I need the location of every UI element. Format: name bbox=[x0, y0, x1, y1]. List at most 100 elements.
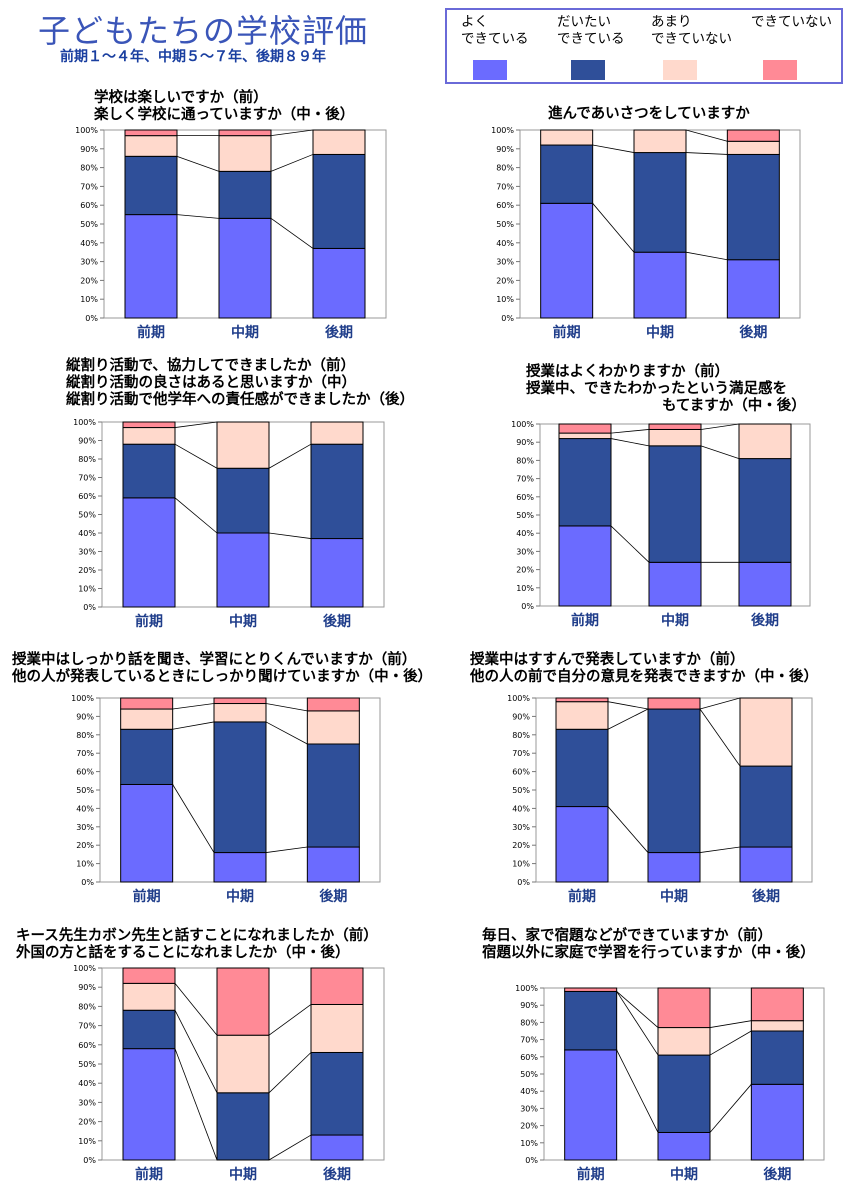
bar-segment bbox=[633, 152, 687, 253]
chart-title-line: 宿題以外に家庭で学習を行っていますか（中・後） bbox=[482, 945, 815, 961]
y-tick-label: 100% bbox=[73, 964, 96, 973]
bar-segment bbox=[564, 1049, 618, 1161]
y-tick-label: 100% bbox=[515, 984, 538, 993]
series-connector-line bbox=[607, 708, 649, 730]
y-tick-label: 90% bbox=[496, 145, 514, 154]
legend-swatch bbox=[663, 60, 697, 80]
bar-segment bbox=[726, 140, 780, 155]
legend-swatch bbox=[473, 60, 507, 80]
series-connector-line bbox=[174, 421, 218, 428]
bar-segment bbox=[213, 852, 267, 883]
x-category-label: 後期 bbox=[752, 888, 780, 905]
series-connector-line bbox=[268, 532, 312, 539]
series-connector-line bbox=[607, 701, 649, 710]
y-tick-label: 90% bbox=[512, 712, 530, 721]
chart-panel: 授業中はすすんで発表していますか（前） 他の人の前で自分の意見を発表できますか（中… bbox=[468, 652, 858, 910]
series-connector-line bbox=[616, 1049, 659, 1133]
bar-segment bbox=[120, 783, 174, 883]
series-connector-line bbox=[265, 846, 308, 853]
bar-segment bbox=[213, 703, 267, 723]
y-tick-label: 20% bbox=[78, 566, 96, 575]
series-connector-line bbox=[709, 1084, 752, 1133]
x-category-label: 後期 bbox=[325, 324, 353, 341]
bar-segment bbox=[657, 987, 711, 1029]
page-title: 子どもたちの学校評価 bbox=[38, 12, 369, 50]
chart-title-line: もてますか（中・後） bbox=[662, 398, 806, 414]
legend-label: あまり できていない bbox=[651, 14, 732, 47]
chart-title-line: 授業中はしっかり話を聞き、学習にとりくんでいますか（前） bbox=[12, 652, 417, 668]
bar-segment bbox=[120, 708, 174, 730]
y-tick-label: 10% bbox=[76, 860, 94, 869]
x-category-label: 中期 bbox=[660, 888, 688, 905]
x-category-label: 中期 bbox=[646, 324, 674, 341]
bar-segment bbox=[122, 982, 176, 1011]
y-tick-label: 10% bbox=[516, 584, 534, 593]
bar-segment bbox=[218, 217, 272, 319]
y-tick-label: 90% bbox=[520, 1001, 538, 1010]
series-connector-line bbox=[709, 1030, 752, 1056]
bar-segment bbox=[124, 135, 178, 157]
chart-title-line: 他の人の前で自分の意見を発表できますか（中・後） bbox=[470, 669, 818, 685]
y-tick-label: 70% bbox=[80, 182, 98, 191]
legend-swatch bbox=[763, 60, 797, 80]
bar-segment bbox=[216, 1092, 270, 1161]
stacked-bar-chart: 0% 10% 20% 30% 40% 50% 60% 70% 80% 90% 100% 前期 中期 後期 bbox=[73, 964, 385, 1183]
chart-panel: 学校は楽しいですか（前） 楽しく学校に通っていますか（中・後） 0% 10% 20% 30… bbox=[48, 90, 438, 350]
y-tick-label: 10% bbox=[78, 585, 96, 594]
series-connector-line bbox=[172, 784, 215, 853]
bar-segment bbox=[633, 129, 687, 154]
x-category-label: 前期 bbox=[568, 888, 596, 905]
bar-segment bbox=[647, 852, 701, 883]
y-tick-label: 60% bbox=[516, 493, 534, 502]
bar-segment bbox=[555, 806, 609, 883]
bar-segment bbox=[120, 697, 174, 710]
bar-segment bbox=[738, 561, 792, 607]
bar-segment bbox=[558, 423, 612, 434]
chart-title-line: 縦割り活動で、協力してできましたか（前） bbox=[66, 358, 355, 374]
y-tick-label: 100% bbox=[507, 694, 530, 703]
series-connector-line bbox=[174, 497, 218, 534]
bar-segment bbox=[216, 1034, 270, 1094]
y-tick-label: 60% bbox=[78, 492, 96, 501]
bar-segment bbox=[312, 153, 366, 249]
y-tick-label: 60% bbox=[520, 1053, 538, 1062]
bar-segment bbox=[310, 1134, 364, 1161]
bar-segment bbox=[726, 153, 780, 261]
y-tick-label: 100% bbox=[75, 126, 98, 135]
x-category-label: 前期 bbox=[135, 1166, 163, 1183]
y-tick-label: 70% bbox=[76, 749, 94, 758]
y-tick-label: 20% bbox=[520, 1122, 538, 1131]
bar-segment bbox=[310, 421, 364, 445]
bar-segment bbox=[555, 697, 609, 703]
bar-segment bbox=[122, 967, 176, 984]
series-connector-line bbox=[172, 721, 215, 730]
chart-panel: キース先生カボン先生と話すことになれましたか（前） 外国の方と話をすることになれま… bbox=[14, 928, 454, 1184]
legend-item: あまり できていない bbox=[651, 14, 732, 80]
x-category-label: 後期 bbox=[323, 613, 351, 630]
bar-segment bbox=[750, 987, 804, 1022]
y-tick-label: 70% bbox=[516, 475, 534, 484]
bar-segment bbox=[726, 259, 780, 319]
chart-title-line: 縦割り活動で他学年への責任感ができましたか（後） bbox=[66, 392, 414, 408]
x-category-label: 後期 bbox=[323, 1166, 351, 1183]
series-connector-line bbox=[699, 708, 741, 767]
series-connector-line bbox=[685, 251, 728, 261]
y-tick-label: 10% bbox=[78, 1137, 96, 1146]
bar-segment bbox=[216, 421, 270, 469]
series-connector-line bbox=[268, 1052, 312, 1094]
bar-segment bbox=[213, 721, 267, 854]
series-connector-line bbox=[607, 806, 649, 853]
y-tick-label: 30% bbox=[76, 823, 94, 832]
stacked-bar-chart: 0% 10% 20% 30% 40% 50% 60% 70% 80% 90% 100% 前期 中期 後期 bbox=[515, 984, 825, 1183]
series-connector-line bbox=[176, 155, 220, 172]
y-tick-label: 80% bbox=[516, 456, 534, 465]
bar-segment bbox=[306, 743, 360, 848]
bar-segment bbox=[213, 697, 267, 705]
bar-segment bbox=[120, 728, 174, 785]
y-tick-label: 0% bbox=[517, 878, 530, 887]
y-tick-label: 10% bbox=[496, 295, 514, 304]
y-tick-label: 60% bbox=[512, 768, 530, 777]
stacked-bar-chart: 0% 10% 20% 30% 40% 50% 60% 70% 80% 90% 100% 前期 中期 後期 bbox=[507, 694, 813, 905]
bar-segment bbox=[750, 1030, 804, 1085]
chart-title-line: 楽しく学校に通っていますか（中・後） bbox=[94, 107, 355, 123]
